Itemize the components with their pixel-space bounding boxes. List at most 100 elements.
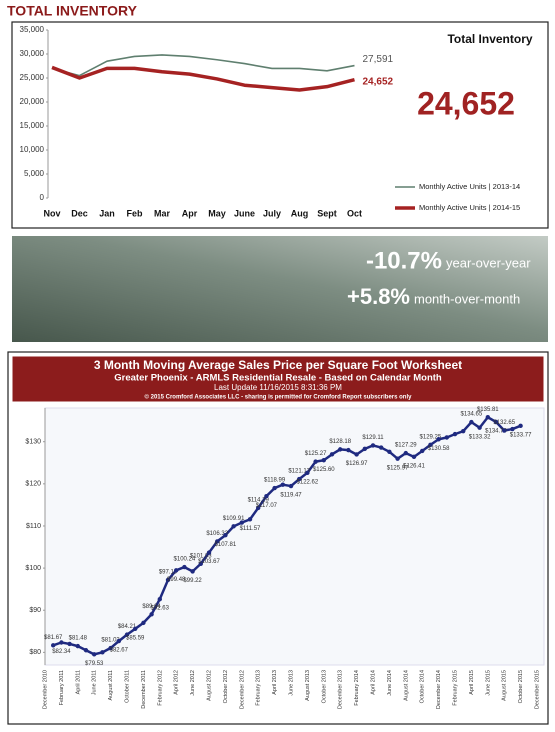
- x-tick-label: August 2013: [305, 670, 311, 701]
- x-tick-label: October 2013: [321, 670, 327, 703]
- point: [75, 643, 81, 649]
- point: [206, 550, 212, 555]
- annotation: 24,652: [417, 85, 515, 121]
- x-tick-label: April 2014: [370, 670, 376, 695]
- chart-title: TOTAL INVENTORY: [7, 3, 138, 19]
- data-label: $122.62: [297, 479, 319, 485]
- point: [346, 447, 351, 453]
- point: [215, 539, 220, 544]
- x-tick-label: July: [263, 208, 281, 218]
- x-tick-label: August 2014: [403, 670, 409, 701]
- x-tick-label: Feb: [126, 208, 143, 218]
- x-tick-label: October 2012: [223, 670, 229, 703]
- x-tick-label: June 2011: [92, 670, 98, 695]
- annotation: © 2015 Cromford Associates LLC - sharing…: [145, 394, 413, 401]
- x-tick-label: Sept: [317, 208, 337, 218]
- data-label: $84.21: [118, 624, 137, 630]
- point: [379, 445, 384, 450]
- x-tick-label: December 2015: [534, 670, 540, 709]
- point: [452, 431, 458, 437]
- data-label: $129.11: [362, 435, 384, 441]
- data-label: $114.29: [248, 497, 270, 503]
- point: [100, 650, 105, 655]
- x-tick-label: Dec: [71, 208, 88, 218]
- stat-value: -10.7%: [366, 247, 442, 274]
- point: [321, 458, 326, 463]
- x-tick-label: Nov: [43, 208, 60, 218]
- point: [403, 450, 408, 456]
- data-label: $125.60: [313, 467, 335, 473]
- plot-area: [44, 407, 545, 666]
- data-label: $134.70: [485, 428, 507, 434]
- point: [493, 419, 499, 425]
- stat-value: +5.8%: [347, 284, 410, 309]
- y-tick-label: $100: [25, 565, 41, 572]
- point: [141, 620, 146, 626]
- point: [51, 643, 56, 648]
- point: [411, 454, 417, 460]
- chart-subtitle: Greater Phoenix - ARMLS Residential Resa…: [114, 373, 442, 384]
- point: [329, 452, 335, 457]
- point: [461, 428, 466, 434]
- data-label: $132.65: [493, 420, 515, 426]
- y-tick-label: $130: [25, 439, 41, 446]
- data-label: $101.03: [190, 553, 212, 559]
- stat-label: year-over-year: [446, 255, 531, 270]
- y-tick-label: 10,000: [20, 145, 45, 154]
- x-tick-label: August 2011: [108, 670, 114, 700]
- data-label: $82.67: [110, 648, 129, 654]
- data-label: $118.99: [264, 478, 286, 484]
- data-label: $125.27: [305, 451, 327, 457]
- data-label: $92.63: [151, 606, 170, 612]
- point: [297, 476, 302, 482]
- x-tick-label: October 2015: [518, 670, 524, 703]
- point: [502, 428, 507, 433]
- annotation: Last Update 11/16/2015 8:31:36 PM: [214, 383, 342, 392]
- point: [256, 505, 261, 511]
- data-label: $81.03: [101, 638, 120, 644]
- y-tick-label: $80: [29, 649, 41, 656]
- point: [190, 569, 195, 574]
- x-tick-label: Jan: [99, 208, 115, 218]
- point: [67, 641, 72, 647]
- point: [92, 652, 97, 657]
- point: [231, 524, 236, 529]
- point: [280, 482, 285, 487]
- data-label: $127.29: [395, 443, 417, 449]
- x-tick-label: April 2012: [174, 670, 180, 695]
- x-tick-label: December 2011: [141, 670, 147, 709]
- point: [444, 435, 449, 440]
- chart-header: [11, 355, 545, 403]
- data-label: $135.81: [477, 407, 499, 413]
- data-label: $89.04: [142, 604, 161, 610]
- data-label: 27,591: [363, 54, 394, 65]
- y-tick-label: 0: [40, 193, 45, 202]
- legend-label: Monthly Active Units | 2014-15: [419, 203, 520, 212]
- data-label: $121.13: [288, 469, 310, 475]
- point: [247, 517, 253, 522]
- data-label: $99.48: [167, 577, 186, 583]
- x-tick-label: February 2014: [354, 670, 360, 706]
- stat-label: month-over-month: [414, 291, 520, 306]
- data-label: $119.47: [280, 493, 302, 499]
- point: [133, 626, 138, 632]
- chart-frame: [11, 21, 549, 229]
- data-label: $103.67: [198, 559, 220, 565]
- y-tick-label: $120: [25, 481, 41, 488]
- point: [174, 568, 179, 573]
- data-label: $82.34: [52, 649, 71, 655]
- point: [108, 645, 113, 651]
- series-line: [51, 65, 355, 92]
- data-label: $117.07: [256, 503, 278, 509]
- point: [387, 449, 392, 455]
- point: [518, 423, 523, 429]
- point: [485, 415, 490, 420]
- x-tick-label: May: [208, 208, 226, 218]
- point: [239, 520, 244, 525]
- point: [288, 483, 294, 489]
- point: [436, 437, 441, 442]
- data-label: $81.67: [44, 635, 63, 641]
- point: [420, 448, 425, 454]
- point: [428, 442, 433, 448]
